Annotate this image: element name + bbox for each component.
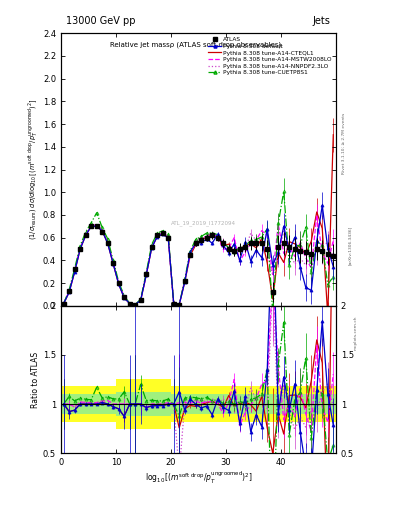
X-axis label: $\log_{10}[(m^\mathrm{soft\ drop}/p_T^\mathrm{ungroomed})^2]$: $\log_{10}[(m^\mathrm{soft\ drop}/p_T^\m…: [145, 470, 252, 486]
Text: 13000 GeV pp: 13000 GeV pp: [66, 16, 136, 27]
Text: Relative jet massρ (ATLAS soft-drop observables): Relative jet massρ (ATLAS soft-drop obse…: [110, 41, 282, 48]
Y-axis label: Ratio to ATLAS: Ratio to ATLAS: [31, 351, 40, 408]
Legend: ATLAS, Pythia 8.308 default, Pythia 8.308 tune-A14-CTEQL1, Pythia 8.308 tune-A14: ATLAS, Pythia 8.308 default, Pythia 8.30…: [207, 36, 333, 76]
Text: ATL_19_2019_I1772094: ATL_19_2019_I1772094: [171, 220, 236, 226]
Text: [arXiv:1306.3436]: [arXiv:1306.3436]: [348, 226, 352, 265]
Text: mcplots.cern.ch: mcplots.cern.ch: [354, 315, 358, 350]
Y-axis label: $(1/\sigma_\mathrm{resum})\ d\sigma/d\log_{10}[(m^\mathrm{soft\ drop}/p_T^\mathr: $(1/\sigma_\mathrm{resum})\ d\sigma/d\lo…: [26, 99, 40, 240]
Text: Rivet 3.1.10; ≥ 2.7M events: Rivet 3.1.10; ≥ 2.7M events: [342, 113, 346, 174]
Text: Jets: Jets: [313, 16, 331, 27]
